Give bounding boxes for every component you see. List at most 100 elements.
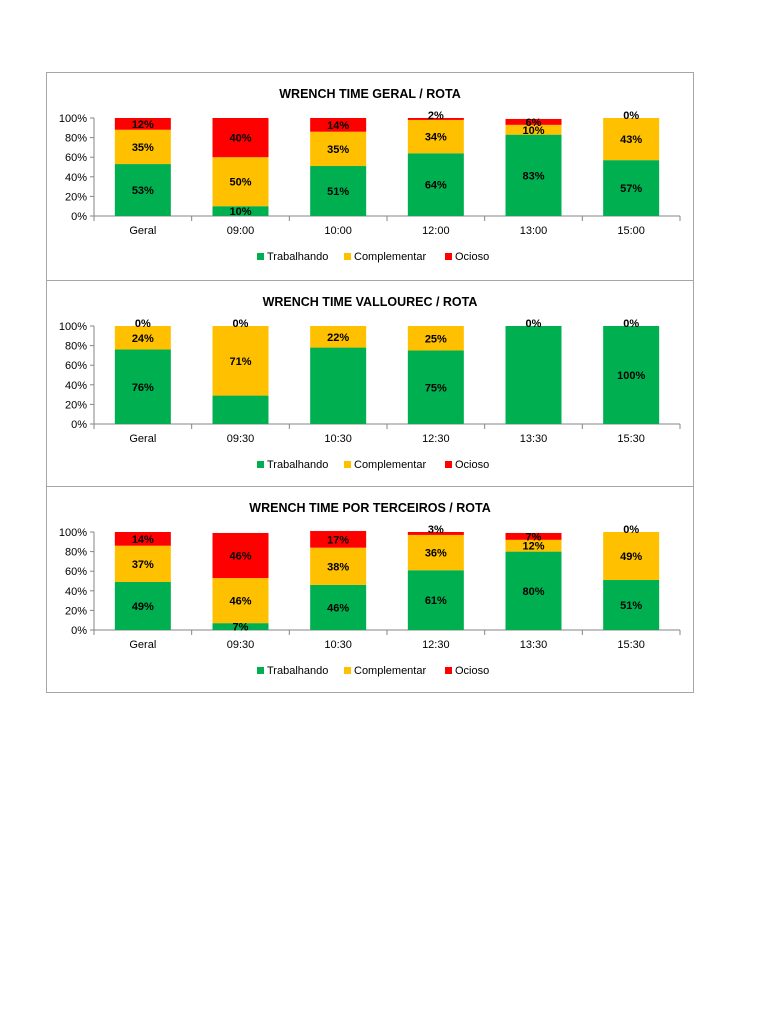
x-category-label: 13:30 <box>520 639 548 651</box>
data-label: 36% <box>425 548 447 560</box>
bar-ocioso-4 <box>505 532 562 540</box>
bar-trabalhando-4 <box>505 134 562 216</box>
bar-complementar-4 <box>505 539 562 552</box>
bar-trabalhando-5 <box>603 160 660 216</box>
x-category-label: 15:00 <box>617 225 645 237</box>
data-label: 7% <box>526 531 542 543</box>
chart-terceiros: WRENCH TIME POR TERCEIROS / ROTA 0% 20% 40%… <box>59 501 681 677</box>
bar-ocioso-0 <box>114 532 171 546</box>
x-category-label: 09:30 <box>227 639 255 651</box>
data-label: 50% <box>229 177 251 189</box>
data-label: 10% <box>229 206 251 218</box>
bar-trabalhando-1 <box>212 623 269 630</box>
data-label: 46% <box>229 596 251 608</box>
x-category-label: 12:30 <box>422 639 450 651</box>
chart-panel-geral: WRENCH TIME GERAL / ROTA 0% 20% 40% 60% 80% 10… <box>46 72 694 281</box>
y-tick-label: 20% <box>65 605 87 617</box>
bar-ocioso-4 <box>505 118 562 125</box>
chart-geral: WRENCH TIME GERAL / ROTA 0% 20% 40% 60% 80% 10… <box>59 87 681 263</box>
data-label: 83% <box>522 170 544 182</box>
data-label: 76% <box>132 382 154 394</box>
bar-complementar-0 <box>114 326 171 350</box>
data-label: 46% <box>229 551 251 563</box>
data-label: 7% <box>233 622 249 634</box>
y-tick-label: 20% <box>65 399 87 411</box>
legend-label-ocioso: Ocioso <box>455 459 489 471</box>
y-tick-label: 80% <box>65 547 87 559</box>
data-label: 25% <box>425 333 447 345</box>
y-tick-label: 60% <box>65 360 87 372</box>
data-label: 75% <box>425 382 447 394</box>
bar-trabalhando-5 <box>603 580 660 630</box>
y-tick-label: 0% <box>71 625 87 637</box>
chart-title: WRENCH TIME POR TERCEIROS / ROTA <box>249 501 490 515</box>
legend-swatch-trabalhando <box>257 461 264 468</box>
bar-trabalhando-3 <box>407 153 464 216</box>
data-label: 14% <box>132 534 154 546</box>
y-tick-label: 100% <box>59 321 87 333</box>
x-category-label: 13:00 <box>520 225 548 237</box>
data-label: 51% <box>327 186 349 198</box>
chart-title: WRENCH TIME GERAL / ROTA <box>279 87 460 101</box>
bar-trabalhando-5 <box>603 326 660 424</box>
legend-swatch-ocioso <box>445 667 452 674</box>
data-label: 35% <box>132 142 154 154</box>
data-label: 22% <box>327 332 349 344</box>
y-tick-label: 0% <box>71 419 87 431</box>
x-category-label: Geral <box>129 433 156 445</box>
data-label: 12% <box>522 541 544 553</box>
data-label: 6% <box>526 117 542 129</box>
bar-trabalhando-0 <box>114 349 171 424</box>
data-label: 34% <box>425 132 447 144</box>
data-label: 17% <box>327 534 349 546</box>
x-category-label: 10:30 <box>324 639 352 651</box>
bar-trabalhando-1 <box>212 395 269 424</box>
chart-vallourec: WRENCH TIME VALLOUREC / ROTA 0% 20% 40% 60% 8… <box>59 295 681 471</box>
legend-label-ocioso: Ocioso <box>455 665 489 677</box>
bar-trabalhando-4 <box>505 326 562 424</box>
data-label: 12% <box>132 119 154 131</box>
y-tick-label: 80% <box>65 133 87 145</box>
bar-ocioso-0 <box>114 118 171 130</box>
bar-ocioso-3 <box>407 118 464 120</box>
data-label: 61% <box>425 595 447 607</box>
y-tick-label: 60% <box>65 566 87 578</box>
bar-ocioso-1 <box>212 532 269 579</box>
legend-label-ocioso: Ocioso <box>455 251 489 263</box>
data-label: 0% <box>623 110 639 122</box>
y-tick-label: 40% <box>65 172 87 184</box>
data-label: 49% <box>620 551 642 563</box>
bar-trabalhando-3 <box>407 350 464 424</box>
data-label: 40% <box>229 133 251 145</box>
data-label: 49% <box>132 601 154 613</box>
data-label: 35% <box>327 144 349 156</box>
legend-swatch-trabalhando <box>257 667 264 674</box>
y-tick-label: 60% <box>65 152 87 164</box>
data-label: 3% <box>428 524 444 536</box>
bar-complementar-3 <box>407 534 464 571</box>
bar-trabalhando-4 <box>505 551 562 630</box>
x-category-label: 10:30 <box>324 433 352 445</box>
legend-swatch-complementar <box>344 253 351 260</box>
chart-panel-vallourec: WRENCH TIME VALLOUREC / ROTA 0% 20% 40% 60% 8… <box>46 280 694 487</box>
data-label: 80% <box>522 586 544 598</box>
data-label: 14% <box>327 120 349 132</box>
data-label: 0% <box>135 318 151 330</box>
x-category-label: 12:00 <box>422 225 450 237</box>
bar-trabalhando-2 <box>310 584 367 630</box>
x-category-label: 12:30 <box>422 433 450 445</box>
y-tick-label: 40% <box>65 586 87 598</box>
data-label: 2% <box>428 110 444 122</box>
data-label: 46% <box>327 602 349 614</box>
bar-complementar-1 <box>212 157 269 207</box>
data-label: 51% <box>620 600 642 612</box>
legend-label-complementar: Complementar <box>354 459 426 471</box>
y-tick-label: 100% <box>59 113 87 125</box>
bar-complementar-1 <box>212 326 269 396</box>
x-category-label: Geral <box>129 225 156 237</box>
chart-panel-terceiros: WRENCH TIME POR TERCEIROS / ROTA 0% 20% 40%… <box>46 486 694 693</box>
x-category-label: Geral <box>129 639 156 651</box>
y-tick-label: 80% <box>65 341 87 353</box>
legend-label-complementar: Complementar <box>354 665 426 677</box>
data-label: 0% <box>233 318 249 330</box>
